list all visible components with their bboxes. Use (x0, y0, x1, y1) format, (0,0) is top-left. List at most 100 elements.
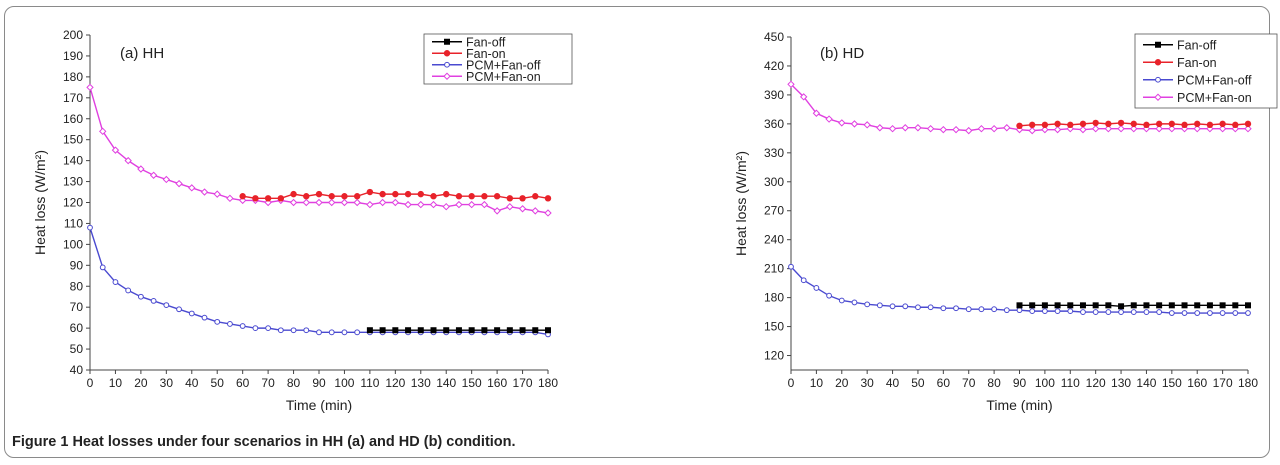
y-tick-label: 120 (764, 349, 784, 363)
data-point (1054, 308, 1061, 315)
legend: Fan-off Fan-on PCM+Fan-off PCM+Fan-on (1134, 33, 1278, 109)
data-point (289, 198, 298, 207)
data-point (1117, 124, 1125, 133)
data-point (1143, 121, 1150, 129)
data-point (303, 327, 310, 334)
data-point (1105, 309, 1112, 315)
x-tick-label: 120 (1086, 376, 1106, 390)
legend-label: Fan-on (466, 47, 506, 61)
x-tick-label: 0 (788, 376, 795, 390)
caption-label: Figure 1 (12, 434, 69, 450)
y-tick-label: 110 (64, 216, 83, 230)
data-point (1219, 120, 1226, 128)
data-point (1105, 120, 1112, 128)
data-point (430, 327, 437, 334)
data-point (1041, 121, 1049, 129)
data-point (277, 327, 284, 334)
legend-marker (444, 61, 450, 68)
y-tick-label: 180 (764, 291, 784, 305)
data-point (1193, 124, 1201, 133)
data-point (965, 126, 973, 135)
data-point (290, 327, 297, 334)
data-point (544, 209, 552, 217)
chart-panel-hd: 120 150 180 210 240 270 300 330 360 390 420 450 0 10 2… (733, 30, 1278, 413)
data-point (939, 125, 948, 134)
data-point (1218, 124, 1227, 133)
y-tick-label: 200 (63, 28, 83, 42)
x-tick-label: 40 (185, 376, 199, 390)
data-point (977, 124, 986, 133)
data-point (876, 302, 883, 309)
data-point (493, 207, 501, 215)
data-point (901, 124, 909, 132)
series-fan-on (239, 188, 552, 202)
data-point (850, 120, 859, 128)
data-point (915, 304, 921, 311)
data-point (226, 194, 234, 203)
x-tick-label: 40 (886, 376, 900, 390)
data-point (519, 195, 526, 202)
data-point (391, 198, 400, 207)
y-tick-label: 160 (63, 112, 83, 126)
data-point (1232, 121, 1239, 129)
data-point (953, 305, 959, 312)
x-tick-label: 50 (911, 376, 925, 390)
data-point (1080, 309, 1086, 315)
series-line (89, 227, 549, 336)
data-point (366, 188, 374, 196)
data-point (239, 193, 246, 200)
data-point (1029, 308, 1036, 315)
data-point (303, 193, 310, 200)
data-point (1016, 302, 1023, 309)
data-point (315, 198, 323, 207)
data-point (1091, 124, 1100, 133)
y-tick-label: 270 (764, 204, 784, 218)
data-point (137, 293, 144, 300)
data-point (404, 200, 412, 209)
data-point (392, 190, 399, 198)
data-point (1155, 120, 1163, 128)
data-point (467, 200, 476, 209)
x-axis-label: Time (min) (986, 397, 1052, 413)
data-point (799, 93, 808, 101)
series-fan-off (366, 327, 551, 334)
data-point (112, 279, 119, 285)
data-point (1194, 302, 1201, 309)
data-point (1003, 124, 1011, 132)
data-point (277, 195, 285, 202)
y-tick-label: 40 (70, 363, 84, 377)
data-point (455, 327, 462, 334)
x-tick-label: 130 (1111, 376, 1131, 390)
data-point (506, 202, 514, 211)
data-point (405, 327, 412, 334)
y-tick-label: 130 (63, 175, 83, 189)
data-point (366, 327, 373, 334)
data-point (417, 327, 424, 334)
data-point (876, 124, 884, 132)
data-point (1143, 309, 1150, 315)
figure-caption: Figure 1 Heat losses under four scenario… (12, 434, 516, 450)
data-point (531, 207, 539, 215)
x-tick-label: 60 (236, 376, 250, 390)
data-point (952, 125, 960, 134)
data-point (480, 200, 489, 209)
data-point (1130, 309, 1137, 315)
data-point (1181, 121, 1188, 129)
data-point (1194, 310, 1201, 316)
data-point (149, 171, 158, 179)
data-point (1219, 302, 1226, 309)
data-point (417, 200, 425, 209)
data-point (1181, 310, 1188, 316)
data-point (163, 302, 170, 308)
data-point (545, 327, 551, 334)
data-point (392, 327, 399, 334)
data-point (838, 119, 846, 127)
y-tick-label: 170 (63, 91, 83, 105)
data-point (1092, 309, 1099, 315)
data-point (175, 179, 183, 188)
data-point (532, 327, 539, 334)
y-tick-label: 50 (70, 342, 84, 356)
data-point (1118, 303, 1125, 310)
y-tick-label: 450 (764, 30, 784, 44)
panel-title: (a) HH (120, 45, 164, 62)
